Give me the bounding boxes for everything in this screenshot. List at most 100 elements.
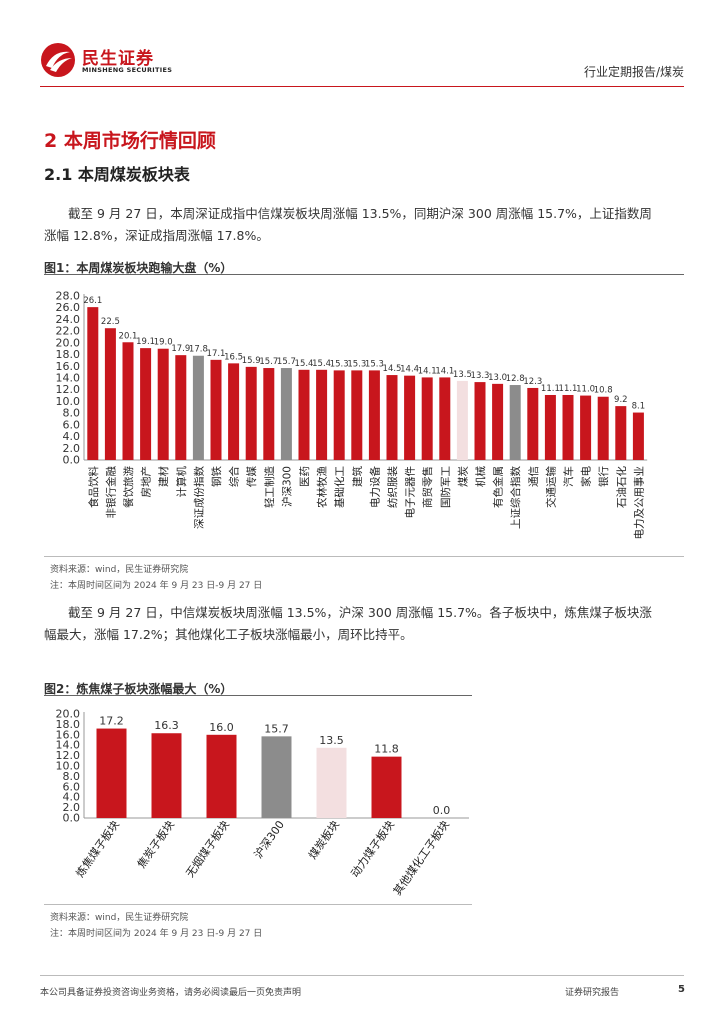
figure1-note: 注：本周时间区间为 2024 年 9 月 23 日-9 月 27 日 — [50, 581, 263, 591]
bar — [87, 307, 99, 460]
data-label: 14.1 — [418, 366, 437, 376]
y-tick-label: 26.0 — [56, 301, 81, 314]
category-label: 食品饮料 — [87, 466, 100, 508]
section-title: 2 本周市场行情回顾 — [44, 130, 216, 152]
data-label: 19.0 — [154, 338, 173, 348]
bar — [492, 383, 504, 460]
y-tick-label: 24.0 — [56, 313, 81, 326]
category-label: 煤炭 — [456, 466, 469, 487]
category-label: 沪深300 — [280, 466, 293, 507]
y-tick-label: 16.0 — [56, 360, 81, 373]
data-label: 15.4 — [312, 359, 331, 369]
bar — [210, 359, 222, 460]
category-label: 机械 — [474, 466, 487, 487]
data-label: 13.3 — [471, 371, 490, 381]
data-label: 16.0 — [209, 721, 234, 734]
data-label: 15.3 — [365, 359, 384, 369]
category-label: 医药 — [299, 466, 311, 487]
footer-divider — [40, 975, 684, 976]
category-label: 国防军工 — [439, 466, 452, 508]
y-tick-label: 8.0 — [63, 407, 81, 420]
bar — [562, 394, 574, 460]
minsheng-logo-icon — [41, 43, 75, 77]
data-label: 16.5 — [224, 352, 243, 362]
data-label: 22.5 — [101, 317, 120, 327]
bar — [316, 369, 328, 460]
category-label: 轻工制造 — [263, 466, 276, 508]
bar — [509, 385, 521, 460]
figure1-source: 资料来源：wind，民生证券研究院 — [50, 565, 189, 575]
figure2-title: 图2：炼焦煤子板块涨幅最大（%） — [44, 682, 233, 696]
bar — [316, 747, 347, 818]
category-label: 无烟煤子板块 — [183, 818, 232, 880]
category-label: 有色金属 — [492, 466, 505, 508]
category-label: 电力及公用事业 — [632, 466, 645, 540]
category-label: 综合 — [228, 466, 241, 487]
data-label: 10.8 — [594, 386, 613, 396]
data-label: 17.9 — [171, 344, 190, 354]
bar — [228, 363, 240, 460]
y-tick-label: 16.0 — [56, 728, 81, 741]
figure1-chart: 0.02.04.06.08.010.012.014.016.018.020.02… — [56, 290, 648, 540]
bar — [104, 328, 116, 460]
data-label: 11.8 — [374, 743, 399, 756]
report-category: 行业定期报告/煤炭 — [583, 65, 684, 79]
bar — [122, 342, 134, 460]
data-label: 12.8 — [506, 374, 525, 384]
figure2-chart: 0.02.04.06.08.010.012.014.016.018.020.01… — [56, 708, 469, 898]
category-label: 电力设备 — [368, 466, 381, 508]
data-label: 11.1 — [541, 384, 560, 394]
data-label: 15.3 — [347, 359, 366, 369]
data-label: 12.3 — [523, 377, 542, 387]
bar — [333, 370, 345, 460]
bar — [632, 412, 644, 460]
category-label: 上证综合指数 — [509, 466, 522, 529]
category-label: 煤炭板块 — [305, 818, 342, 862]
bar — [206, 734, 237, 818]
category-label: 非银行金融 — [104, 466, 117, 519]
y-tick-label: 10.0 — [56, 395, 81, 408]
bar — [280, 368, 292, 460]
category-label: 沪深300 — [251, 818, 287, 861]
bar — [386, 375, 398, 460]
data-label: 11.0 — [576, 385, 595, 395]
category-label: 汽车 — [562, 466, 575, 487]
y-tick-label: 20.0 — [56, 336, 81, 349]
data-label: 15.7 — [277, 357, 296, 367]
category-label: 交通运输 — [544, 466, 557, 508]
y-tick-label: 8.0 — [63, 770, 81, 783]
category-label: 其他煤化工子板块 — [390, 818, 452, 898]
category-label: 基础化工 — [333, 466, 346, 508]
category-label: 银行 — [597, 466, 610, 487]
y-tick-label: 12.0 — [56, 383, 81, 396]
logo-name-en: MINSHENG SECURITIES — [82, 66, 173, 74]
data-label: 17.2 — [99, 715, 124, 728]
category-label: 餐饮旅游 — [122, 466, 135, 508]
data-label: 15.3 — [330, 359, 349, 369]
bar — [474, 382, 486, 460]
category-label: 电子元器件 — [404, 466, 417, 519]
y-tick-label: 0.0 — [63, 454, 81, 467]
data-label: 15.7 — [264, 722, 289, 735]
data-label: 20.1 — [119, 331, 138, 341]
category-label: 钢铁 — [210, 466, 223, 487]
data-label: 13.5 — [453, 370, 472, 380]
data-label: 15.4 — [295, 359, 314, 369]
data-label: 13.5 — [319, 734, 344, 747]
y-tick-label: 20.0 — [56, 708, 81, 721]
bar — [245, 366, 257, 460]
y-tick-label: 4.0 — [63, 430, 81, 443]
bar — [96, 728, 127, 818]
y-tick-label: 10.0 — [56, 760, 81, 773]
figure1-title: 图1：本周煤炭板块跑输大盘（%） — [44, 261, 233, 275]
category-label: 石油石化 — [615, 466, 628, 508]
paragraph-2: 截至 9 月 27 日，中信煤炭板块周涨幅 13.5%，沪深 300 周涨幅 1… — [44, 605, 652, 642]
data-label: 17.8 — [189, 345, 208, 355]
bar — [404, 375, 416, 460]
category-label: 炼焦煤子板块 — [73, 818, 122, 880]
bar — [439, 377, 451, 460]
y-tick-label: 2.0 — [63, 801, 81, 814]
y-tick-label: 6.0 — [63, 780, 81, 793]
category-label: 商贸零售 — [421, 466, 434, 508]
data-label: 15.7 — [259, 357, 278, 367]
